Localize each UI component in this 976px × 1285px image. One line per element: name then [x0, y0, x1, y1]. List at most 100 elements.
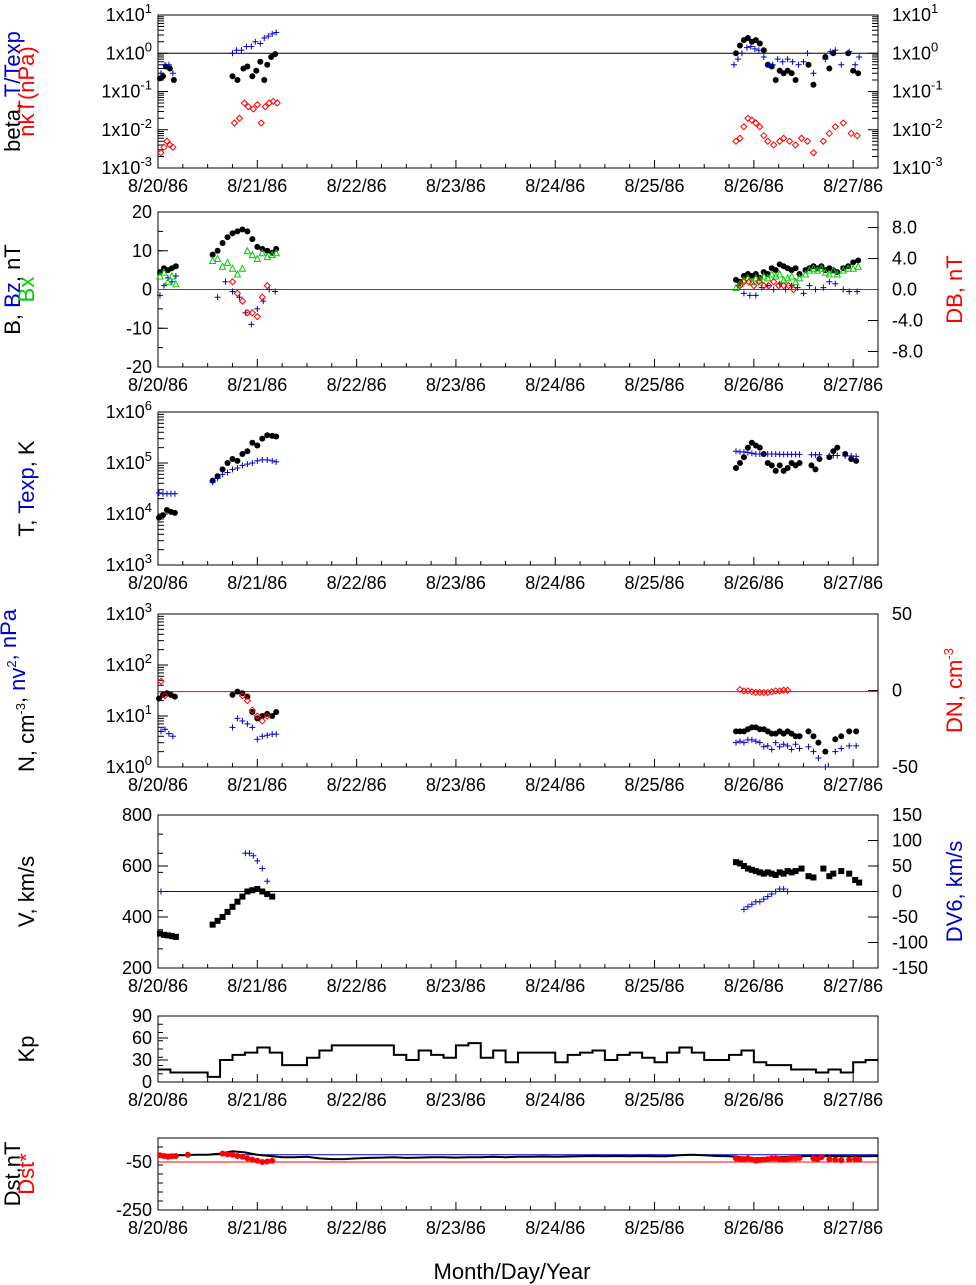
x-tick-label: 8/23/86 [426, 775, 486, 795]
data-point [740, 278, 748, 286]
data-point [239, 717, 246, 724]
data-point [734, 56, 741, 63]
data-point [826, 1156, 833, 1163]
data-point [804, 50, 811, 57]
data-point [792, 76, 799, 83]
y2-tick-label: -150 [892, 958, 928, 978]
data-point [209, 479, 216, 486]
data-point [748, 687, 756, 696]
data-point [748, 866, 755, 873]
data-point [796, 745, 803, 752]
data-point [745, 278, 753, 286]
data-point [747, 43, 754, 50]
data-point [736, 685, 744, 694]
data-point [273, 99, 281, 107]
data-point [816, 455, 823, 462]
data-point [787, 271, 796, 280]
data-point [789, 285, 798, 294]
data-point [254, 243, 261, 250]
data-point [171, 693, 178, 700]
x-tick-label: 8/25/86 [625, 375, 685, 395]
data-point [264, 878, 271, 885]
data-point [253, 67, 260, 74]
data-point [759, 271, 768, 280]
x-tick-label: 8/20/86 [128, 176, 188, 196]
data-point [239, 893, 246, 900]
data-point [756, 40, 763, 47]
data-point [756, 739, 763, 746]
data-point [736, 460, 743, 466]
data-point [157, 888, 164, 895]
data-point [744, 444, 751, 451]
data-point [264, 247, 271, 254]
data-point [157, 728, 164, 735]
y-tick-label: -20 [126, 357, 152, 377]
data-point [238, 264, 247, 272]
x-tick-label: 8/26/86 [724, 375, 784, 395]
data-point [751, 45, 758, 52]
x-tick-label: 8/27/86 [823, 176, 883, 196]
data-point [168, 933, 175, 940]
data-point [796, 1154, 803, 1161]
x-tick-label: 8/20/86 [128, 976, 188, 996]
data-point [209, 921, 216, 928]
y-tick-label: 1x101 [106, 702, 152, 726]
data-point [248, 321, 255, 328]
data-point [164, 277, 172, 286]
data-point [250, 852, 257, 859]
data-point [792, 741, 799, 748]
data-point [224, 908, 231, 915]
data-point [229, 691, 236, 698]
data-point [264, 456, 271, 463]
x-tick-label: 8/27/86 [823, 1090, 883, 1110]
x-tick-label: 8/24/86 [525, 976, 585, 996]
data-point [228, 264, 237, 272]
x-tick-label: 8/26/86 [724, 1090, 784, 1110]
y-tick-label: 60 [132, 1028, 152, 1048]
data-point [838, 733, 845, 740]
data-point [846, 728, 853, 735]
x-tick-label: 8/22/86 [327, 1218, 387, 1238]
data-point [775, 137, 784, 145]
data-point [789, 58, 796, 65]
x-tick-label: 8/25/86 [625, 976, 685, 996]
data-point [760, 896, 767, 903]
y2-tick-label: 100 [892, 831, 922, 851]
data-point [764, 742, 771, 749]
data-point [161, 726, 168, 733]
data-point [263, 281, 271, 290]
data-point [273, 708, 280, 715]
data-point [764, 137, 772, 145]
data-point [852, 61, 859, 68]
data-point [792, 868, 799, 875]
data-point [856, 1156, 863, 1163]
data-point [234, 715, 241, 722]
data-point [775, 269, 784, 278]
data-point [752, 292, 759, 299]
data-point [259, 1159, 266, 1165]
data-point [244, 888, 251, 895]
y-tick-label: 1x10-1 [101, 78, 152, 102]
data-point [229, 455, 236, 462]
data-point [238, 47, 245, 54]
data-point [261, 35, 268, 42]
data-point [273, 731, 280, 738]
y-axis-label: nkT(nPa) [14, 46, 39, 136]
data-point [826, 65, 833, 72]
data-point [752, 119, 760, 127]
data-point [249, 73, 256, 80]
data-point [249, 724, 256, 731]
data-point [756, 898, 763, 905]
data-point [801, 269, 810, 278]
data-point [792, 265, 799, 272]
data-point [272, 248, 280, 257]
data-point [756, 688, 764, 697]
data-point [171, 509, 178, 516]
data-point [736, 738, 743, 745]
data-point [760, 47, 767, 54]
data-point [838, 745, 845, 752]
data-point [236, 294, 243, 301]
data-point [170, 76, 177, 83]
data-point [788, 70, 795, 77]
